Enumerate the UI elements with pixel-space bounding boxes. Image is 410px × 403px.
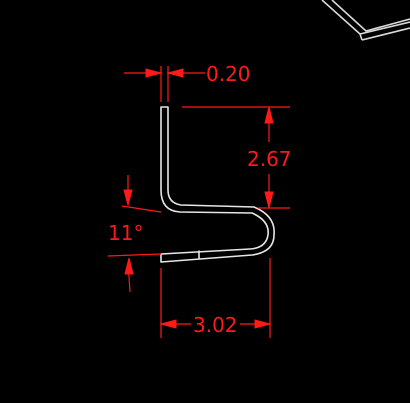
dimension-angle-label: 11° xyxy=(108,221,143,245)
part-profile xyxy=(160,106,275,263)
dimension-width-label: 3.02 xyxy=(193,313,238,337)
dimension-thickness xyxy=(124,66,205,102)
dimension-height xyxy=(182,106,290,209)
dimension-width xyxy=(159,258,272,338)
arrowhead-angle-bottom xyxy=(124,257,134,275)
arrowhead-angle-top xyxy=(123,189,133,207)
dimension-thickness-label: 0.20 xyxy=(206,62,251,86)
arrowhead-right xyxy=(166,68,184,78)
arrowhead-up xyxy=(264,106,274,124)
arrowhead-down xyxy=(264,191,274,209)
dimension-angle xyxy=(107,175,162,293)
dimension-height-label: 2.67 xyxy=(247,147,292,171)
arrowhead-width-right xyxy=(254,319,272,329)
arrowhead-width-left xyxy=(159,319,177,329)
arrowhead-left xyxy=(145,68,163,78)
corner-3d-block xyxy=(321,0,410,41)
